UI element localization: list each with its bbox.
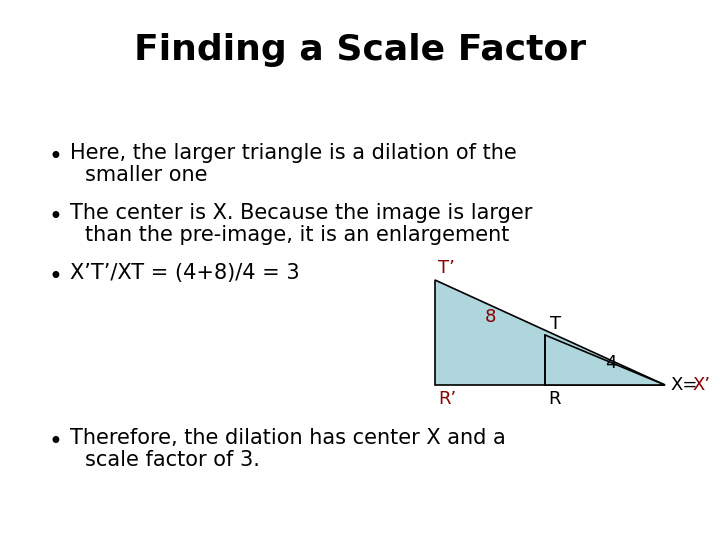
Text: R: R [548, 390, 560, 408]
Text: •: • [48, 205, 62, 229]
Text: •: • [48, 145, 62, 169]
Text: X’: X’ [692, 376, 710, 394]
Text: T’: T’ [438, 259, 455, 277]
Text: Finding a Scale Factor: Finding a Scale Factor [134, 33, 586, 67]
Text: Therefore, the dilation has center X and a: Therefore, the dilation has center X and… [70, 428, 505, 448]
Polygon shape [545, 335, 665, 385]
Text: scale factor of 3.: scale factor of 3. [85, 450, 260, 470]
Polygon shape [435, 280, 665, 385]
Text: T: T [550, 315, 561, 333]
Text: X=: X= [670, 376, 698, 394]
Text: than the pre-image, it is an enlargement: than the pre-image, it is an enlargement [85, 225, 509, 245]
Text: The center is X. Because the image is larger: The center is X. Because the image is la… [70, 203, 532, 223]
Text: R’: R’ [438, 390, 456, 408]
Text: Here, the larger triangle is a dilation of the: Here, the larger triangle is a dilation … [70, 143, 517, 163]
Text: •: • [48, 265, 62, 289]
Text: 4: 4 [606, 354, 617, 372]
Text: smaller one: smaller one [85, 165, 207, 185]
Text: 8: 8 [485, 308, 495, 326]
Text: X’T’/XT = (4+8)/4 = 3: X’T’/XT = (4+8)/4 = 3 [70, 263, 300, 283]
Text: •: • [48, 430, 62, 454]
